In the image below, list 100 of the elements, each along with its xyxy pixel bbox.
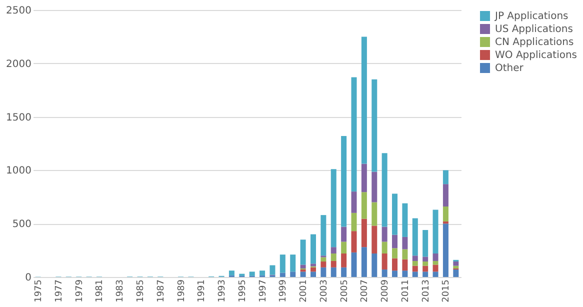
x-tick-label: 1995: [238, 280, 248, 302]
bar: [382, 153, 388, 227]
x-tick-label: 2011: [400, 280, 411, 302]
bar: [392, 234, 398, 248]
bar: [392, 248, 398, 258]
bar: [310, 264, 316, 266]
bar: [432, 264, 438, 272]
bar: [341, 254, 347, 268]
x-tick-label: 1999: [278, 279, 289, 302]
bar: [402, 236, 408, 250]
bar: [422, 272, 428, 277]
bar: [228, 270, 234, 276]
y-tick-label: 1000: [6, 166, 32, 177]
bar: [249, 272, 255, 276]
bar: [442, 224, 448, 277]
x-tick-label: 1987: [156, 280, 166, 302]
x-tick-label: 2001: [299, 280, 310, 302]
x-tick-label: 1975: [34, 280, 44, 302]
bar: [382, 270, 388, 277]
bar: [330, 260, 336, 268]
bar: [432, 260, 438, 265]
bar: [361, 192, 367, 219]
x-tick-label: 1979: [74, 279, 85, 302]
x-tick-label: 2015: [442, 280, 452, 302]
legend-label: CN Applications: [495, 37, 574, 48]
x-tick-label: 1989: [176, 279, 187, 302]
legend-label: US Applications: [495, 24, 573, 35]
bar: [361, 36, 367, 164]
bar: [412, 218, 418, 256]
x-tick-label: 2009: [380, 279, 391, 302]
x-tick-label: 2013: [421, 280, 432, 302]
y-tick-label: 2000: [6, 58, 32, 70]
bar: [372, 172, 378, 202]
bar: [310, 267, 316, 272]
bar: [341, 242, 347, 254]
bar: [330, 169, 336, 248]
bar: [412, 256, 418, 261]
bar: [422, 256, 428, 262]
y-tick-label: 500: [12, 219, 32, 230]
x-tick-label: 1981: [95, 280, 106, 302]
bar: [290, 272, 296, 277]
bar: [260, 270, 266, 276]
bar: [351, 231, 357, 252]
bar: [351, 252, 357, 277]
bar: [320, 267, 326, 277]
bar: [341, 226, 347, 242]
bar: [280, 254, 286, 273]
bar: [432, 210, 438, 254]
bar: [341, 136, 347, 227]
bar: [412, 272, 418, 277]
bar: [330, 254, 336, 261]
bar: [422, 266, 428, 272]
bar: [351, 192, 357, 213]
bar: [453, 266, 459, 268]
bar: [330, 267, 336, 277]
bar: [422, 230, 428, 257]
bar: [442, 206, 448, 222]
bar: [382, 254, 388, 270]
bar: [372, 202, 378, 226]
bar: [320, 262, 326, 268]
x-tick-label: 1997: [258, 280, 268, 302]
bar: [290, 254, 296, 272]
bar: [442, 184, 448, 207]
bar: [300, 264, 306, 268]
bar: [432, 272, 438, 277]
bar: [392, 270, 398, 277]
bar: [372, 226, 378, 254]
bar: [382, 242, 388, 254]
bar: [402, 259, 408, 271]
bar: [372, 254, 378, 277]
bar: [361, 164, 367, 192]
bar: [300, 240, 306, 265]
bar: [402, 270, 408, 277]
bar: [453, 262, 459, 266]
bar: [392, 258, 398, 271]
bar: [442, 221, 448, 224]
bar: [310, 234, 316, 264]
bar: [392, 194, 398, 235]
bar: [351, 77, 357, 192]
bar: [432, 254, 438, 261]
bar: [280, 272, 286, 277]
bar: [442, 170, 448, 184]
bar: [320, 215, 326, 256]
bar: [320, 257, 326, 262]
x-tick-label: 1983: [116, 280, 126, 302]
x-tick-label: 2007: [360, 280, 370, 302]
bar: [310, 272, 316, 277]
bar: [412, 266, 418, 272]
bar: [361, 218, 367, 248]
x-tick-label: 1993: [218, 280, 228, 302]
bar: [330, 247, 336, 254]
x-tick-label: 1977: [54, 280, 64, 302]
bar: [402, 203, 408, 237]
bar: [372, 79, 378, 172]
bar: [361, 247, 367, 277]
bar: [453, 270, 459, 277]
bar: [270, 265, 276, 275]
bar: [300, 272, 306, 277]
bar: [351, 212, 357, 232]
y-tick-label: 0: [25, 272, 32, 284]
